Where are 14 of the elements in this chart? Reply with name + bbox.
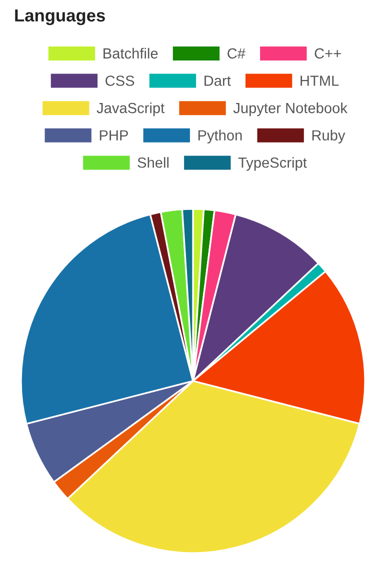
- legend-label: Ruby: [312, 130, 346, 144]
- legend-label: TypeScript: [238, 157, 307, 171]
- chart-title: Languages: [15, 9, 105, 26]
- legend-label: C#: [228, 48, 246, 59]
- legend-label: C++: [314, 48, 341, 59]
- legend-label: Dart: [204, 76, 231, 86]
- legend-label: JavaScript: [96, 102, 164, 116]
- legend-label: Batchfile: [104, 48, 158, 59]
- legend-label: Jupyter Notebook: [233, 102, 348, 116]
- legend-label: CSS: [106, 76, 134, 86]
- legend-label: HTML: [300, 76, 339, 86]
- legend-label: PHP: [100, 130, 128, 140]
- legend-label: Python: [198, 130, 242, 144]
- legend-label: Shell: [138, 157, 168, 168]
